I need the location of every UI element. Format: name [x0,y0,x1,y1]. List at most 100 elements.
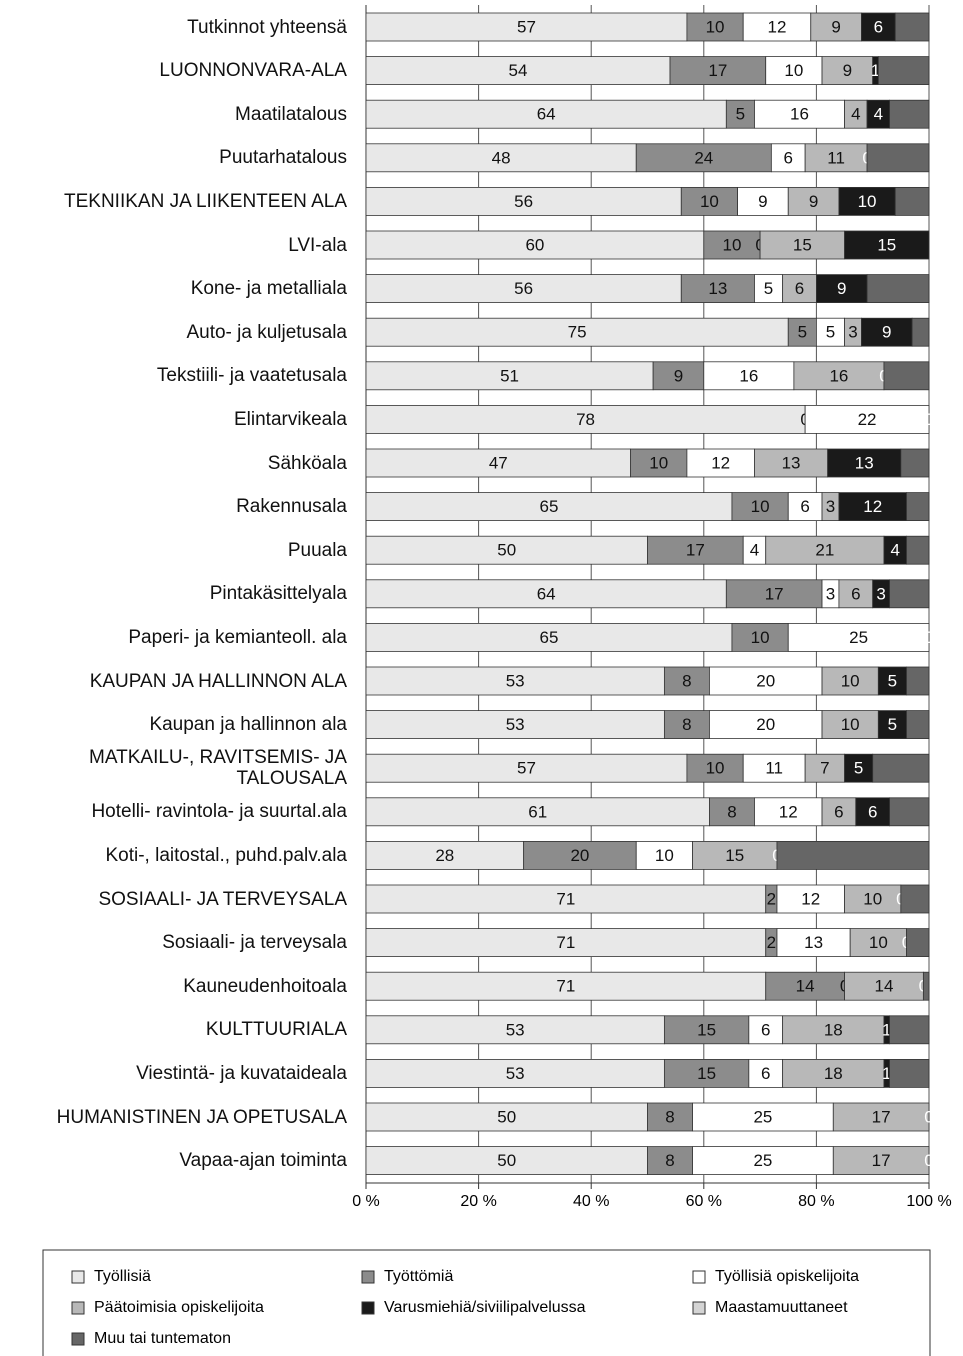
bar-segment [894,12,930,42]
data-label: 65 [540,628,559,647]
data-label: 15 [697,1020,716,1039]
data-label: 10 [863,889,882,908]
bar-segment [365,535,648,565]
data-label: 5 [888,715,897,734]
bar-segment [866,274,930,304]
legend-label: Päätoimisia opiskelijoita [94,1299,264,1316]
data-label: 6 [761,1064,770,1083]
bar-segment [748,1015,784,1045]
bar-segment [709,666,823,696]
data-label: 15 [793,235,812,254]
bar-segment [365,666,665,696]
data-label: 12 [801,889,820,908]
bar-segment [365,753,688,783]
data-label: 10 [858,192,877,211]
legend-label: Varusmiehiä/siviilipalvelussa [384,1299,586,1316]
bar-segment [686,448,755,478]
bar-segment [754,797,823,827]
data-label: 6 [868,802,877,821]
data-label: 8 [727,802,736,821]
bar-segment [365,404,806,434]
bar-segment [731,623,789,652]
data-label: 10 [869,933,888,952]
x-tick-label: 0 % [352,1193,380,1210]
bar-segment [754,99,845,129]
category-label: Rakennusala [236,496,347,518]
data-label: 10 [841,715,860,734]
data-label: 9 [758,192,767,211]
data-label: 9 [843,61,852,80]
data-label: 14 [874,977,893,996]
data-label: 3 [826,497,835,516]
x-tick-label: 80 % [798,1193,834,1210]
bar-segment [821,797,857,827]
data-label: 9 [809,192,818,211]
bar-segment [742,753,806,783]
data-label: 10 [751,628,770,647]
bar-segment [663,1015,750,1045]
bar-segment [365,361,654,391]
bar-segment [686,753,744,783]
bar-segment [849,928,907,957]
bar-segment [906,666,930,696]
data-label: 75 [568,323,587,342]
data-label: 4 [890,541,899,560]
bar-segment [821,666,879,696]
legend-label: Muu tai tuntematon [94,1330,231,1347]
bar-segment [759,230,845,260]
data-label: 5 [854,759,863,778]
data-label: 53 [506,671,525,690]
legend-swatch [692,1270,706,1284]
bar-segment [725,99,755,129]
data-label: 57 [517,17,536,36]
category-label: Auto- ja kuljetusala [186,321,347,343]
legend-label: Maastamuuttaneet [715,1299,848,1316]
bar-segment [365,12,688,42]
bar-segment [804,753,845,783]
data-label: 12 [863,497,882,516]
bar-segment [365,841,525,870]
bar-segment [725,579,823,609]
data-label: 57 [517,759,536,778]
data-label: 25 [753,1151,772,1170]
data-label: 10 [841,671,860,690]
data-label: 10 [706,17,725,36]
bar-segment [872,753,930,783]
category-label: Hotelli- ravintola- ja suurtal.ala [91,801,347,823]
category-label: Sosiaali- ja terveysala [162,932,347,954]
data-label: 65 [540,497,559,516]
bar-segment [787,317,817,347]
bar-segment [754,448,829,478]
data-label: 25 [849,628,868,647]
data-label: 11 [827,148,845,167]
data-label: 4 [851,105,860,124]
legend-swatch [71,1270,85,1284]
data-label: 71 [556,977,575,996]
data-label: 1 [871,61,880,80]
data-label: 9 [831,17,840,36]
data-label: 17 [872,1107,891,1126]
bar-segment [787,492,823,522]
x-tick-label: 100 % [906,1193,951,1210]
bar-segment [663,710,710,739]
category-label: MATKAILU-, RAVITSEMIS- JA TALOUSALA [89,747,347,790]
bar-segment [922,971,930,1001]
category-label: Kaupan ja hallinnon ala [149,714,347,736]
bar-segment [821,710,879,739]
bar-segment [787,623,930,652]
data-label: 0 [924,628,933,647]
bar-segment [669,56,767,85]
data-label: 4 [874,105,883,124]
data-label: 1 [882,1020,891,1039]
data-label: 15 [697,1064,716,1083]
data-label: 15 [725,846,744,865]
category-label: Sähköala [267,452,347,474]
data-label: 10 [706,759,725,778]
data-label: 10 [700,192,719,211]
x-tick-label: 60 % [686,1193,722,1210]
bar-segment [861,317,913,347]
bar-segment [804,404,930,434]
data-label: 6 [851,584,860,603]
bar-segment [647,1146,693,1175]
bar-segment [844,753,874,783]
